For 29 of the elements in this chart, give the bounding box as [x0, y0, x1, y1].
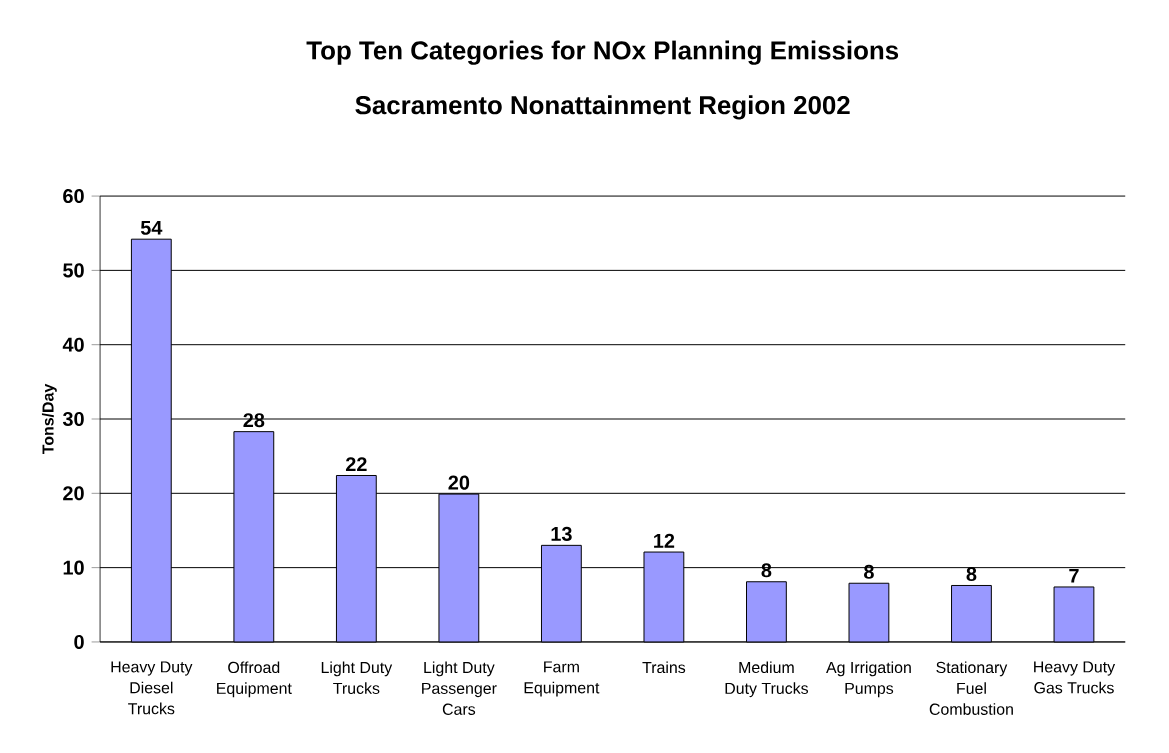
data-label: 12 — [654, 533, 675, 548]
x-tick-label: Light Duty Trucks — [321, 661, 393, 694]
y-tick-label: 60 — [63, 188, 84, 203]
data-label: 8 — [864, 564, 874, 579]
x-tick-label: Farm Equipment — [524, 661, 600, 697]
data-label: 8 — [966, 566, 977, 581]
x-tick-label: Ag Irrigation Pumps — [826, 661, 911, 697]
chart-subtitle: Sacramento Nonattainment Region 2002 — [355, 95, 850, 120]
y-tick-label: 0 — [74, 634, 84, 649]
x-tick-label: Offroad Equipment — [217, 661, 292, 697]
data-label: 54 — [140, 220, 163, 235]
x-tick-label: Light Duty Passenger Cars — [422, 661, 497, 715]
x-tick-label: Trains — [642, 661, 686, 673]
data-label: 28 — [243, 412, 265, 428]
data-label: 13 — [551, 526, 572, 541]
chart-title: Top Ten Categories for NOx Planning Emissions — [306, 40, 899, 65]
data-label: 20 — [448, 475, 470, 490]
y-tick-label: 50 — [63, 263, 84, 278]
x-tick-label: Heavy Duty Gas Trucks — [1034, 661, 1116, 694]
y-tick-label: 30 — [62, 411, 84, 426]
y-tick-label: 10 — [63, 560, 84, 575]
x-tick-label: Medium Duty Trucks — [725, 661, 809, 697]
x-tick-label: Stationary Fuel Combustion — [929, 661, 1013, 715]
y-axis-title: Tons/Day — [41, 383, 57, 454]
x-tick-label: Heavy Duty Diesel Trucks — [111, 661, 193, 715]
y-tick-label: 20 — [63, 486, 84, 501]
data-label: 7 — [1069, 568, 1079, 583]
y-tick-label: 40 — [62, 337, 84, 352]
data-label: 22 — [345, 457, 367, 471]
